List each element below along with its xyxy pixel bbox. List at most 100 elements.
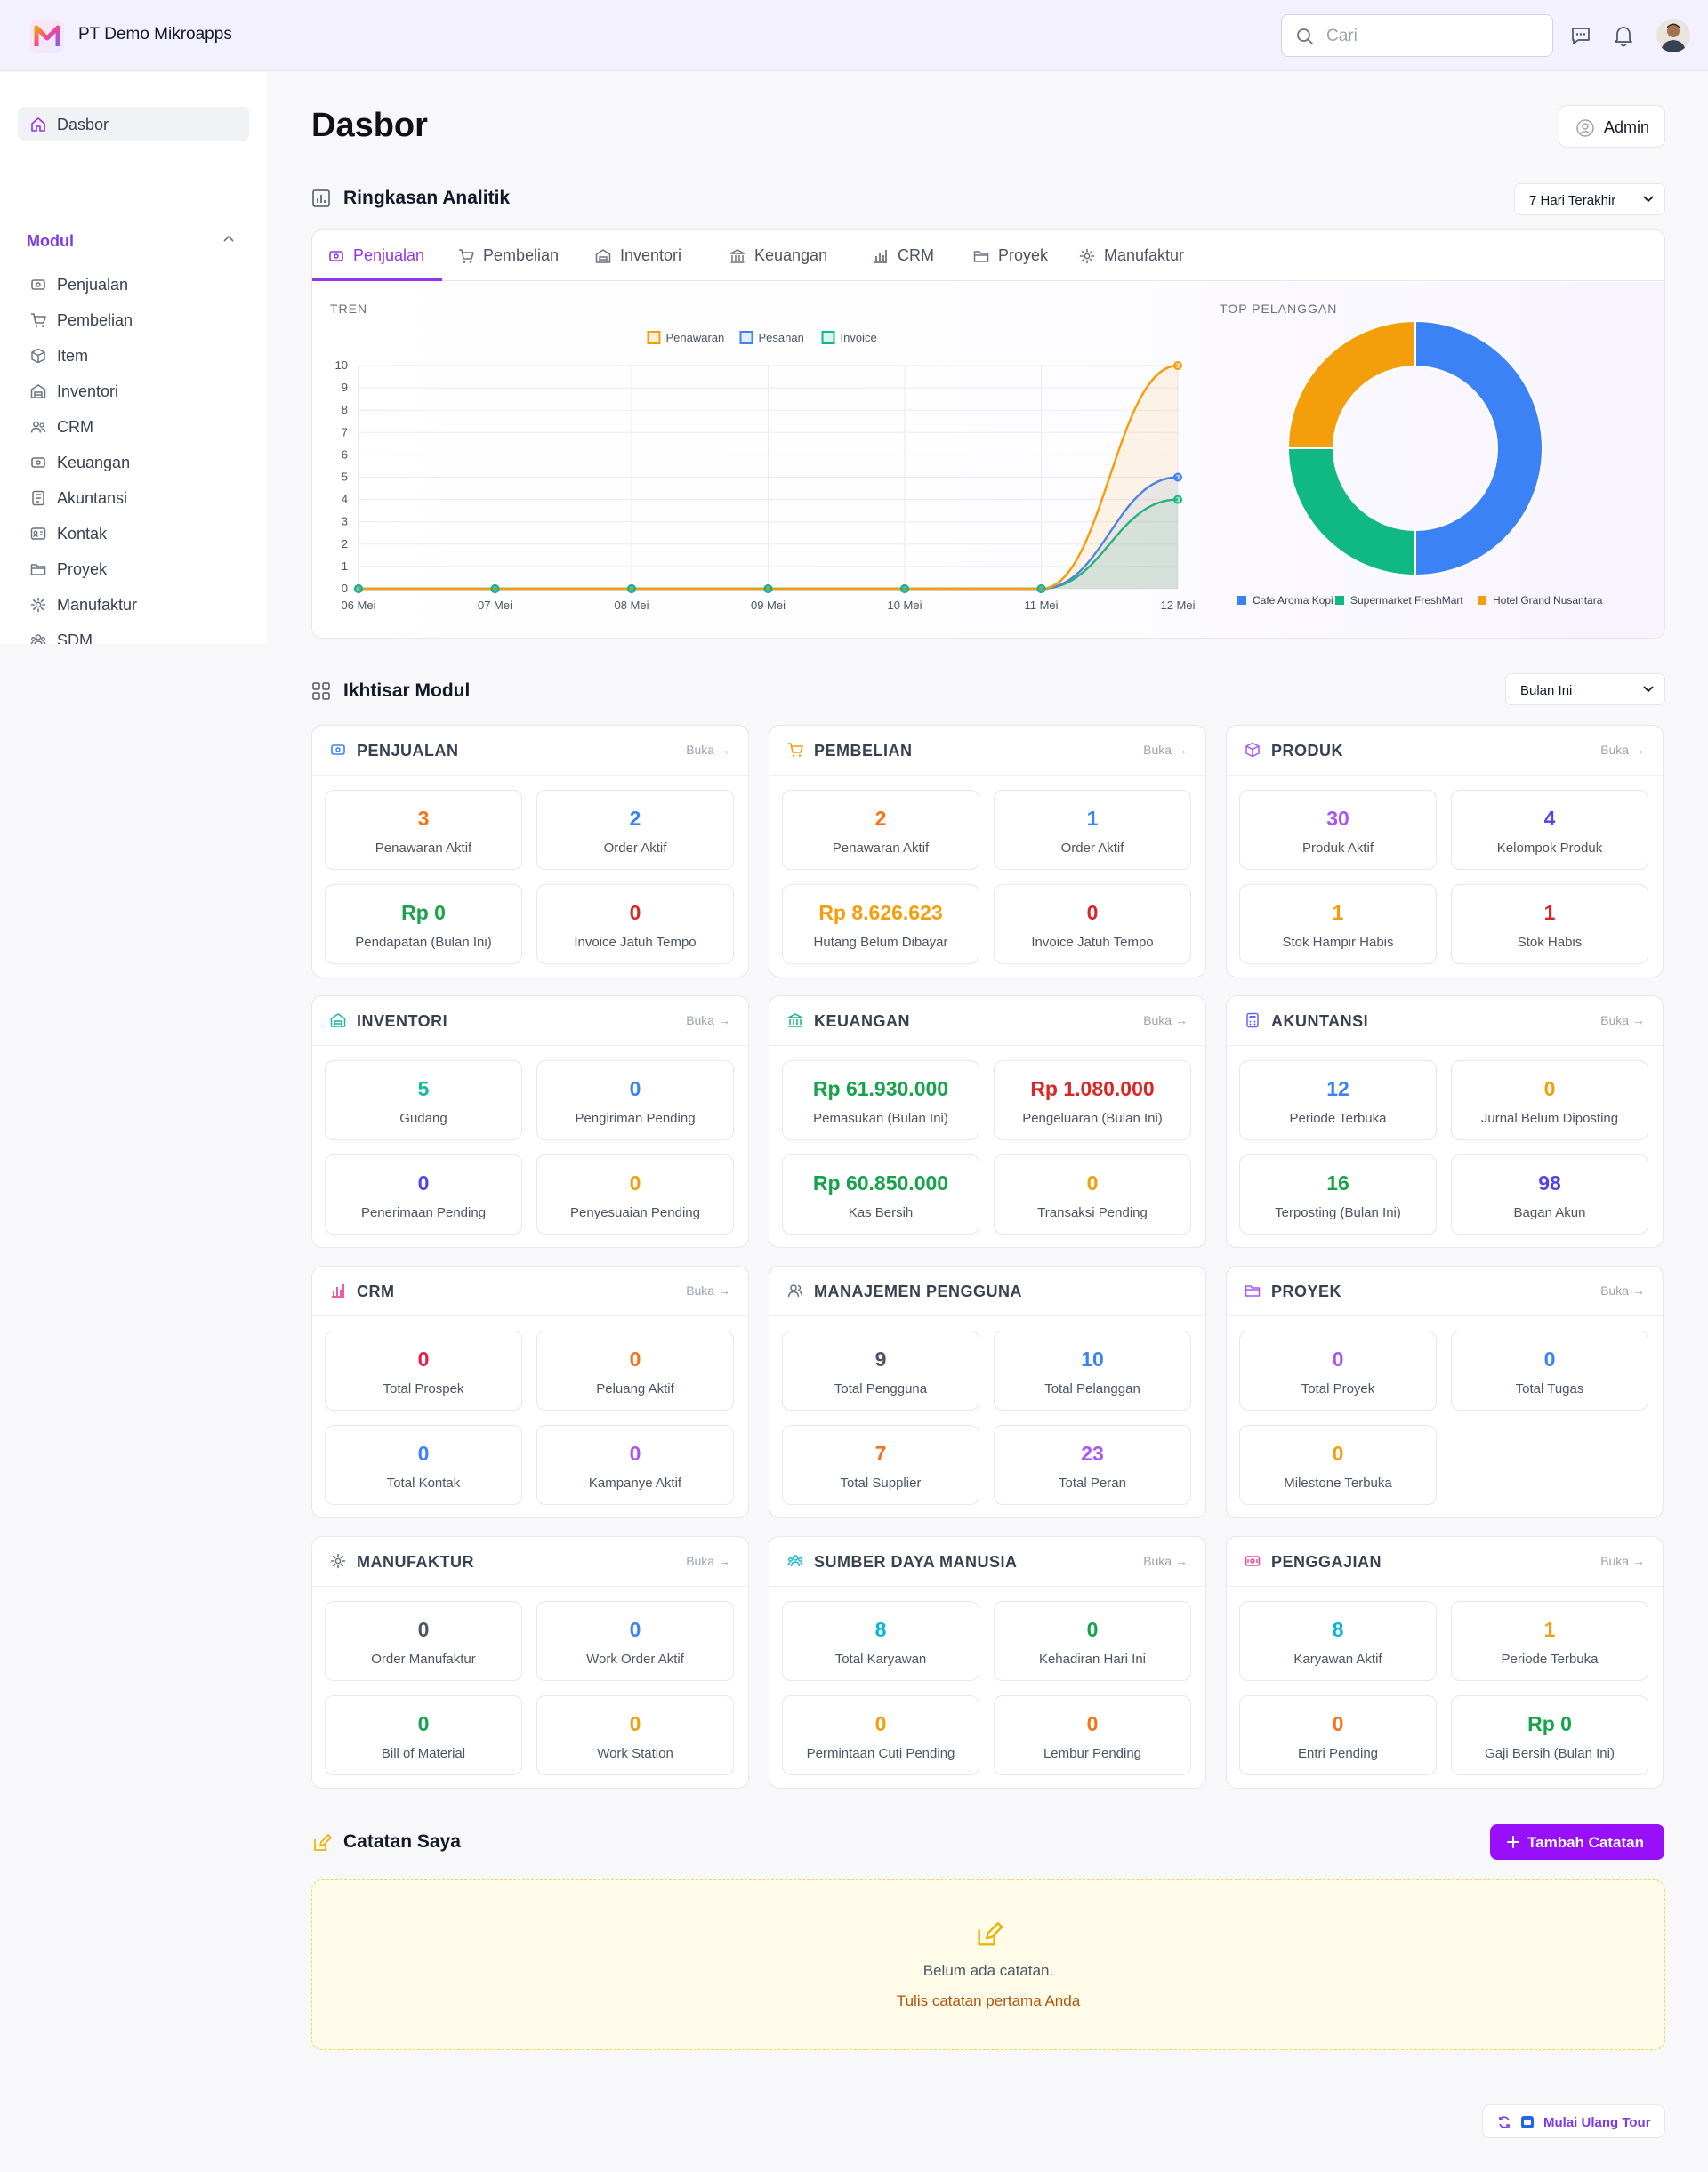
donut-slice[interactable] (1286, 447, 1416, 577)
open-link[interactable]: Buka → (1600, 1013, 1645, 1027)
stat-tile[interactable]: 0 Total Kontak (325, 1425, 522, 1505)
card-title: MANAJEMEN PENGGUNA (814, 1283, 1023, 1300)
stat-value: 0 (1086, 1171, 1099, 1195)
stat-value: 0 (629, 1442, 641, 1465)
open-link[interactable]: Buka → (686, 1554, 730, 1568)
sidebar-item-penjualan[interactable]: Penjualan (18, 267, 249, 301)
stat-tile[interactable]: 0 Lembur Pending (994, 1695, 1191, 1775)
open-link[interactable]: Buka → (1143, 1554, 1188, 1568)
tab-pembelian[interactable]: Pembelian (442, 230, 579, 281)
stat-tile[interactable]: Rp 60.850.000 Kas Bersih (782, 1154, 979, 1235)
sidebar-item-inventori[interactable]: Inventori (18, 374, 249, 407)
stat-tile[interactable]: 0 Penerimaan Pending (325, 1154, 522, 1235)
search-input[interactable] (1326, 24, 1540, 49)
stat-tile[interactable]: 0 Invoice Jatuh Tempo (994, 884, 1191, 964)
stat-tile[interactable]: Rp 1.080.000 Pengeluaran (Bulan Ini) (994, 1060, 1191, 1140)
stat-tile[interactable]: 0 Work Order Aktif (536, 1601, 734, 1681)
sidebar-item-item[interactable]: Item (18, 338, 249, 372)
open-link[interactable]: Buka → (1143, 1013, 1188, 1027)
sidebar-item-proyek[interactable]: Proyek (18, 551, 249, 585)
tab-inventori[interactable]: Inventori (579, 230, 713, 281)
open-link[interactable]: Buka → (1600, 1554, 1645, 1568)
tab-penjualan[interactable]: Penjualan (312, 230, 442, 281)
tab-keuangan[interactable]: Keuangan (713, 230, 857, 281)
stat-tile[interactable]: 0 Kehadiran Hari Ini (994, 1601, 1191, 1681)
stat-tile[interactable]: 9 Total Pengguna (782, 1331, 979, 1411)
stat-tile[interactable]: Rp 8.626.623 Hutang Belum Dibayar (782, 884, 979, 964)
stat-tile[interactable]: 0 Transaksi Pending (994, 1154, 1191, 1235)
stat-tile[interactable]: 12 Periode Terbuka (1239, 1060, 1437, 1140)
legend-label: Pesanan (759, 331, 804, 344)
open-link[interactable]: Buka → (1600, 1283, 1645, 1298)
sidebar-item-crm[interactable]: CRM (18, 409, 249, 443)
bell-icon[interactable] (1612, 24, 1635, 47)
stat-tile[interactable]: 16 Terposting (Bulan Ini) (1239, 1154, 1437, 1235)
stat-tile[interactable]: 0 Milestone Terbuka (1239, 1425, 1437, 1505)
add-note-button[interactable]: Tambah Catatan (1490, 1824, 1664, 1860)
stat-tile[interactable]: 0 Penyesuaian Pending (536, 1154, 734, 1235)
tab-manufaktur[interactable]: Manufaktur (1063, 230, 1196, 281)
sidebar-item-manufaktur[interactable]: Manufaktur (18, 587, 249, 621)
sidebar-item-dasbor[interactable]: Dasbor (18, 107, 249, 141)
stat-tile[interactable]: 1 Stok Hampir Habis (1239, 884, 1437, 964)
open-link[interactable]: Buka → (1600, 743, 1645, 757)
stat-tile[interactable]: 0 Entri Pending (1239, 1695, 1437, 1775)
stat-tile[interactable]: 98 Bagan Akun (1451, 1154, 1648, 1235)
admin-button[interactable]: Admin (1559, 105, 1665, 148)
stat-tile[interactable]: 0 Work Station (536, 1695, 734, 1775)
stat-tile[interactable]: Rp 0 Gaji Bersih (Bulan Ini) (1451, 1695, 1648, 1775)
stat-tile[interactable]: 1 Stok Habis (1451, 884, 1648, 964)
stat-tile[interactable]: 2 Order Aktif (536, 790, 734, 870)
restart-tour-button[interactable]: Mulai Ulang Tour (1482, 2104, 1665, 2138)
donut-slice[interactable] (1414, 319, 1543, 577)
search-box[interactable] (1281, 14, 1553, 57)
stat-tile[interactable]: 0 Bill of Material (325, 1695, 522, 1775)
stat-tile[interactable]: 30 Produk Aktif (1239, 790, 1437, 870)
stat-tile[interactable]: 0 Kampanye Aktif (536, 1425, 734, 1505)
analytics-period-select[interactable]: 7 Hari Terakhir (1514, 183, 1665, 215)
write-first-note-link[interactable]: Tulis catatan pertama Anda (896, 1992, 1081, 2009)
sidebar-item-pembelian[interactable]: Pembelian (18, 302, 249, 336)
sidebar-item-kontak[interactable]: Kontak (18, 516, 249, 550)
stat-tile[interactable]: Rp 0 Pendapatan (Bulan Ini) (325, 884, 522, 964)
tab-crm[interactable]: CRM (857, 230, 957, 281)
stat-tile[interactable]: 0 Jurnal Belum Diposting (1451, 1060, 1648, 1140)
accounting-icon (32, 490, 44, 506)
donut-slice[interactable] (1286, 319, 1416, 449)
stat-tile[interactable]: 7 Total Supplier (782, 1425, 979, 1505)
stat-tile[interactable]: 0 Order Manufaktur (325, 1601, 522, 1681)
open-link[interactable]: Buka → (686, 1013, 730, 1027)
stat-tile[interactable]: 0 Peluang Aktif (536, 1331, 734, 1411)
chat-icon[interactable] (1569, 24, 1592, 47)
stat-tile[interactable]: 5 Gudang (325, 1060, 522, 1140)
user-avatar[interactable] (1656, 19, 1690, 52)
stat-tile[interactable]: 0 Pengiriman Pending (536, 1060, 734, 1140)
open-link[interactable]: Buka → (686, 1283, 730, 1298)
sidebar-item-keuangan[interactable]: Keuangan (18, 445, 249, 479)
open-link[interactable]: Buka → (1143, 743, 1188, 757)
tab-proyek[interactable]: Proyek (957, 230, 1063, 281)
stat-tile[interactable]: 0 Invoice Jatuh Tempo (536, 884, 734, 964)
stat-tile[interactable]: 4 Kelompok Produk (1451, 790, 1648, 870)
stat-tile[interactable]: 2 Penawaran Aktif (782, 790, 979, 870)
sidebar-item-akuntansi[interactable]: Akuntansi (18, 480, 249, 514)
app-logo[interactable] (30, 20, 64, 53)
stat-tile[interactable]: 10 Total Pelanggan (994, 1331, 1191, 1411)
open-link[interactable]: Buka → (686, 743, 730, 757)
stat-tile[interactable]: 1 Order Aktif (994, 790, 1191, 870)
stat-tile[interactable]: 3 Penawaran Aktif (325, 790, 522, 870)
sidebar-section-modul[interactable]: Modul (27, 232, 74, 250)
sidebar-item-sdm[interactable]: SDM (18, 623, 249, 644)
overview-period-select[interactable]: Bulan Ini (1505, 673, 1665, 705)
stat-tile[interactable]: 8 Karyawan Aktif (1239, 1601, 1437, 1681)
stat-value: 0 (1332, 1712, 1344, 1735)
stat-tile[interactable]: 8 Total Karyawan (782, 1601, 979, 1681)
chevron-up-icon[interactable] (222, 235, 235, 244)
stat-tile[interactable]: 1 Periode Terbuka (1451, 1601, 1648, 1681)
stat-tile[interactable]: 0 Total Proyek (1239, 1331, 1437, 1411)
stat-tile[interactable]: 0 Total Prospek (325, 1331, 522, 1411)
stat-tile[interactable]: 23 Total Peran (994, 1425, 1191, 1505)
stat-tile[interactable]: 0 Total Tugas (1451, 1331, 1648, 1411)
stat-tile[interactable]: Rp 61.930.000 Pemasukan (Bulan Ini) (782, 1060, 979, 1140)
stat-tile[interactable]: 0 Permintaan Cuti Pending (782, 1695, 979, 1775)
